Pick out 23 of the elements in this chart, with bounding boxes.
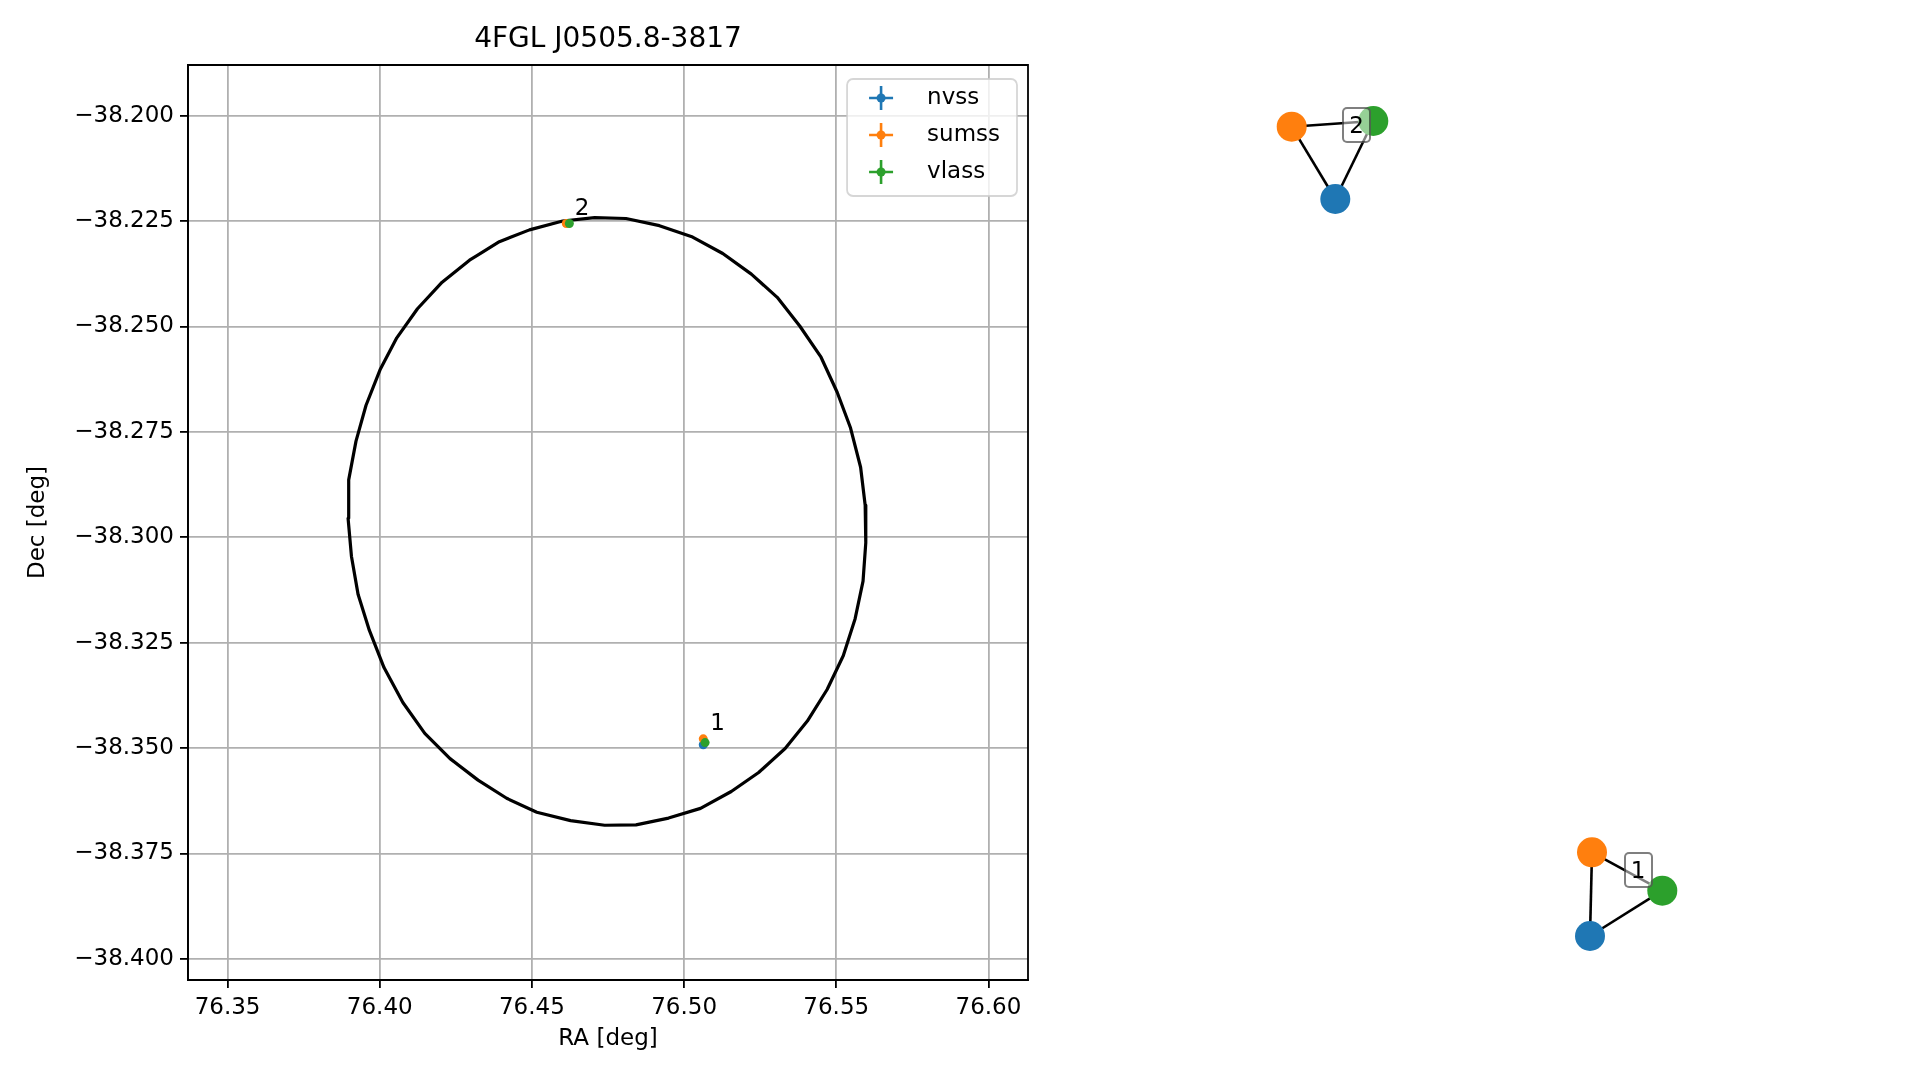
chart-title: 4FGL J0505.8-3817 <box>474 21 742 55</box>
x-tick-label: 76.50 <box>651 992 718 1019</box>
y-tick-label: −38.300 <box>74 522 174 549</box>
x-tick-label: 76.60 <box>955 992 1022 1019</box>
y-tick-label: −38.250 <box>74 311 174 338</box>
y-tick-label: −38.325 <box>74 627 174 654</box>
y-tick-label: −38.275 <box>74 416 174 443</box>
legend-label: sumss <box>927 119 1001 146</box>
annotation: 2 <box>574 193 590 220</box>
annotation: 1 <box>710 708 725 735</box>
x-tick-label: 76.45 <box>498 992 565 1019</box>
y-tick-label: −38.200 <box>74 100 174 127</box>
y-tick-label: −38.375 <box>74 838 174 865</box>
legend-label: vlass <box>927 156 986 183</box>
x-tick-label: 76.40 <box>346 992 413 1019</box>
y-tick-label: −38.225 <box>74 205 174 232</box>
y-axis-title: Dec [deg] <box>22 465 49 580</box>
x-tick-label: 76.35 <box>194 992 261 1019</box>
x-axis-title: RA [deg] <box>558 1024 658 1051</box>
x-tick-label: 76.55 <box>803 992 870 1019</box>
legend-label: nvss <box>927 82 980 109</box>
y-tick-label: −38.350 <box>74 733 174 760</box>
y-tick-label: −38.400 <box>74 943 174 970</box>
